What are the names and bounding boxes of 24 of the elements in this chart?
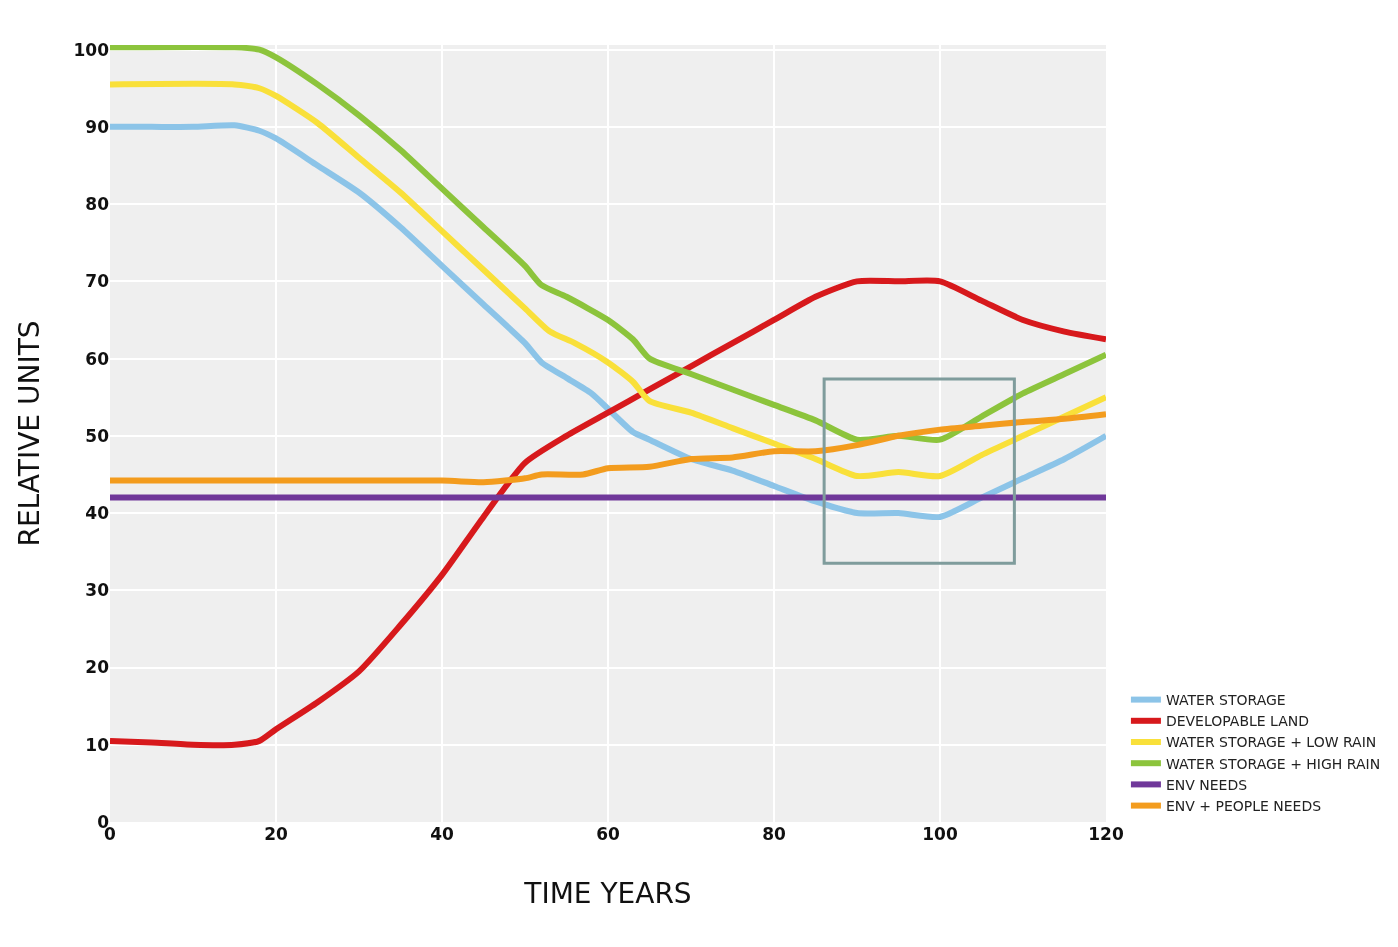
y-tick-label: 10: [85, 734, 110, 755]
y-tick-label: 80: [85, 194, 110, 215]
y-tick-label: 40: [85, 503, 110, 523]
y-tick-label: 90: [85, 116, 110, 137]
legend-label: ENV + PEOPLE NEEDS: [1165, 798, 1322, 815]
x-tick-label: 60: [596, 824, 620, 844]
y-tick-label: 70: [85, 271, 110, 292]
legend-label: WATER STORAGE + HIGH RAIN: [1165, 755, 1381, 772]
x-tick-label: 40: [430, 824, 454, 844]
legend-label: DEVELOPABLE LAND: [1165, 713, 1310, 730]
x-tick-label: 120: [1088, 824, 1124, 844]
y-tick-label: 50: [85, 425, 110, 446]
y-tick-label: 30: [85, 580, 110, 601]
y-tick-label: 60: [85, 348, 110, 369]
x-axis-title: TIME YEARS: [523, 877, 692, 911]
x-tick-label: 80: [762, 824, 786, 844]
legend-label: ENV NEEDS: [1165, 776, 1248, 793]
y-tick-label: 20: [85, 657, 110, 678]
y-tick-label: 100: [73, 39, 110, 60]
legend-label: WATER STORAGE + LOW RAIN: [1165, 734, 1377, 751]
y-axis-title: RELATIVE UNITS: [13, 320, 47, 547]
legend-label: WATER STORAGE: [1165, 692, 1286, 709]
x-tick-label: 100: [922, 824, 958, 844]
x-tick-label: 20: [264, 824, 288, 844]
